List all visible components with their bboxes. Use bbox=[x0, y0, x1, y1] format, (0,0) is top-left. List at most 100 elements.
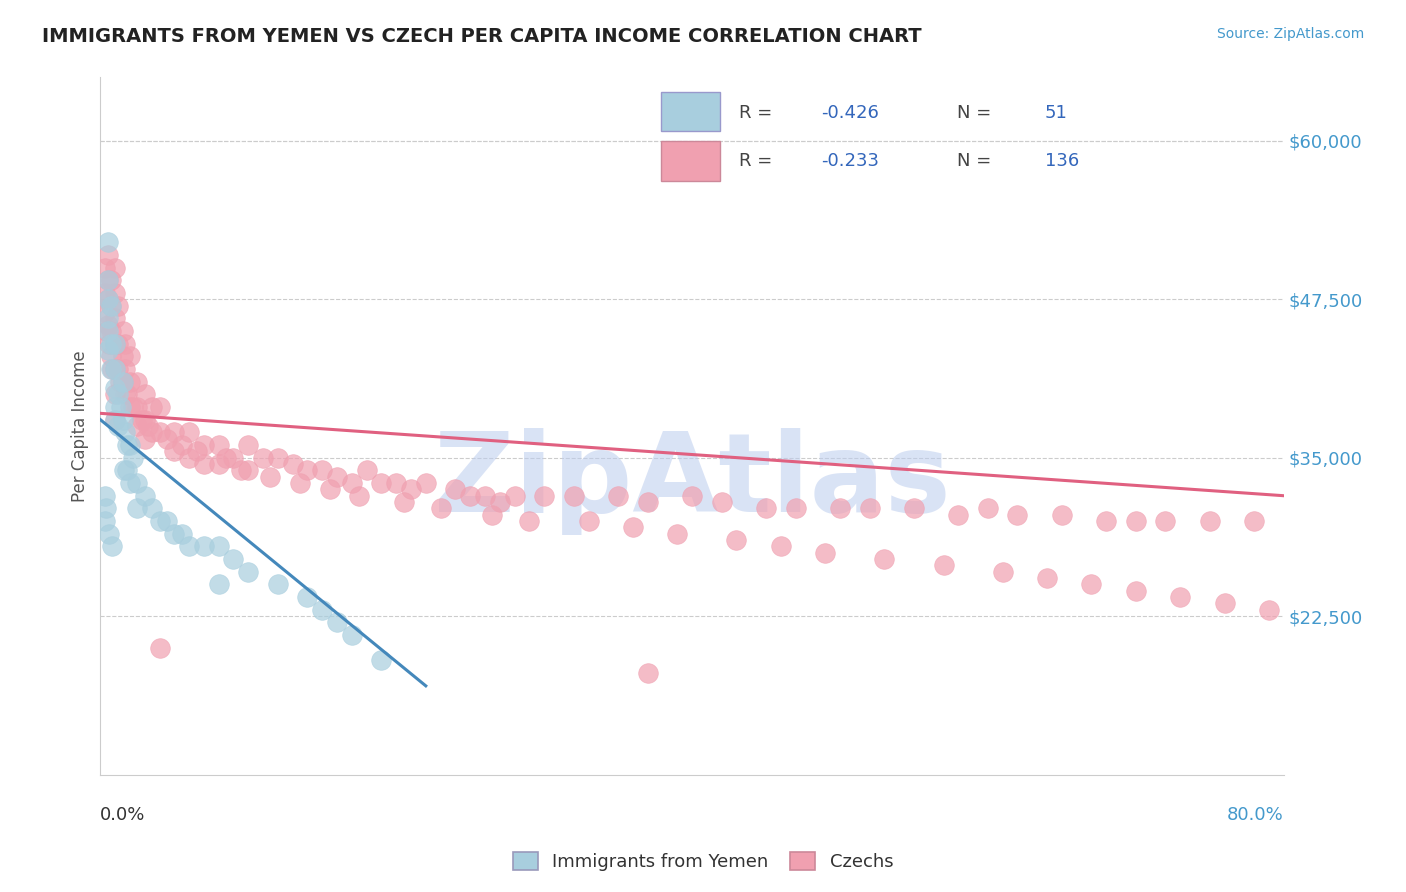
Point bbox=[114, 336, 136, 351]
Point bbox=[97, 248, 120, 262]
Point bbox=[208, 540, 231, 554]
Point bbox=[96, 324, 118, 338]
Point bbox=[114, 362, 136, 376]
Point bbox=[115, 438, 138, 452]
Point bbox=[179, 450, 201, 465]
Text: Source: ZipAtlas.com: Source: ZipAtlas.com bbox=[1216, 27, 1364, 41]
Point bbox=[114, 387, 136, 401]
Point bbox=[104, 311, 127, 326]
Point bbox=[621, 520, 644, 534]
Point bbox=[281, 457, 304, 471]
Point bbox=[97, 292, 120, 306]
Point bbox=[104, 362, 127, 376]
Point bbox=[148, 514, 170, 528]
Point bbox=[141, 400, 163, 414]
Point bbox=[503, 489, 526, 503]
Point bbox=[215, 450, 238, 465]
Point bbox=[828, 501, 851, 516]
Point bbox=[429, 501, 451, 516]
Point bbox=[111, 375, 134, 389]
Point bbox=[98, 526, 121, 541]
Point bbox=[222, 450, 245, 465]
Point bbox=[134, 489, 156, 503]
Point bbox=[134, 432, 156, 446]
Point bbox=[107, 299, 129, 313]
Point bbox=[562, 489, 585, 503]
Point bbox=[1154, 514, 1177, 528]
Point bbox=[356, 463, 378, 477]
Point bbox=[267, 450, 290, 465]
Point bbox=[97, 343, 120, 357]
Point bbox=[127, 375, 149, 389]
Point bbox=[131, 412, 153, 426]
Point bbox=[100, 324, 122, 338]
Point bbox=[107, 419, 129, 434]
Point bbox=[107, 362, 129, 376]
Point bbox=[1095, 514, 1118, 528]
Point bbox=[288, 476, 311, 491]
Point bbox=[1168, 590, 1191, 604]
Point bbox=[104, 336, 127, 351]
Point bbox=[785, 501, 807, 516]
Point bbox=[1036, 571, 1059, 585]
Point bbox=[458, 489, 481, 503]
Text: ZipAtlas: ZipAtlas bbox=[433, 428, 950, 535]
Point bbox=[127, 501, 149, 516]
Point bbox=[385, 476, 408, 491]
Text: IMMIGRANTS FROM YEMEN VS CZECH PER CAPITA INCOME CORRELATION CHART: IMMIGRANTS FROM YEMEN VS CZECH PER CAPIT… bbox=[42, 27, 922, 45]
Point bbox=[186, 444, 208, 458]
Point bbox=[238, 565, 260, 579]
Point bbox=[488, 495, 510, 509]
Point bbox=[111, 412, 134, 426]
Point bbox=[163, 425, 186, 440]
Point bbox=[326, 615, 349, 630]
Point bbox=[122, 450, 145, 465]
Point bbox=[710, 495, 733, 509]
Point bbox=[108, 375, 131, 389]
Point bbox=[1213, 597, 1236, 611]
Point bbox=[681, 489, 703, 503]
Point bbox=[107, 336, 129, 351]
Point bbox=[100, 336, 122, 351]
Point bbox=[1198, 514, 1220, 528]
Point bbox=[100, 349, 122, 363]
Point bbox=[238, 463, 260, 477]
Point bbox=[347, 489, 370, 503]
Point bbox=[193, 457, 215, 471]
Point bbox=[340, 628, 363, 642]
Point bbox=[991, 565, 1014, 579]
Point bbox=[755, 501, 778, 516]
Point bbox=[318, 483, 340, 497]
Point bbox=[104, 412, 127, 426]
Point bbox=[98, 336, 121, 351]
Point bbox=[97, 273, 120, 287]
Point bbox=[297, 590, 319, 604]
Point bbox=[208, 457, 231, 471]
Legend: Immigrants from Yemen, Czechs: Immigrants from Yemen, Czechs bbox=[505, 845, 901, 879]
Point bbox=[111, 349, 134, 363]
Point bbox=[94, 514, 117, 528]
Point bbox=[193, 438, 215, 452]
Point bbox=[112, 463, 135, 477]
Point bbox=[104, 260, 127, 275]
Point bbox=[637, 495, 659, 509]
Point bbox=[238, 438, 260, 452]
Point bbox=[179, 425, 201, 440]
Point bbox=[311, 463, 333, 477]
Point bbox=[932, 558, 955, 573]
Point bbox=[104, 362, 127, 376]
Point bbox=[948, 508, 970, 522]
Point bbox=[94, 489, 117, 503]
Point bbox=[104, 381, 127, 395]
Point bbox=[170, 438, 193, 452]
Point bbox=[222, 552, 245, 566]
Point bbox=[118, 438, 141, 452]
Point bbox=[474, 489, 496, 503]
Point bbox=[1050, 508, 1073, 522]
Point bbox=[134, 412, 156, 426]
Point bbox=[578, 514, 600, 528]
Point bbox=[100, 299, 122, 313]
Point bbox=[94, 285, 117, 300]
Point bbox=[148, 425, 170, 440]
Point bbox=[179, 540, 201, 554]
